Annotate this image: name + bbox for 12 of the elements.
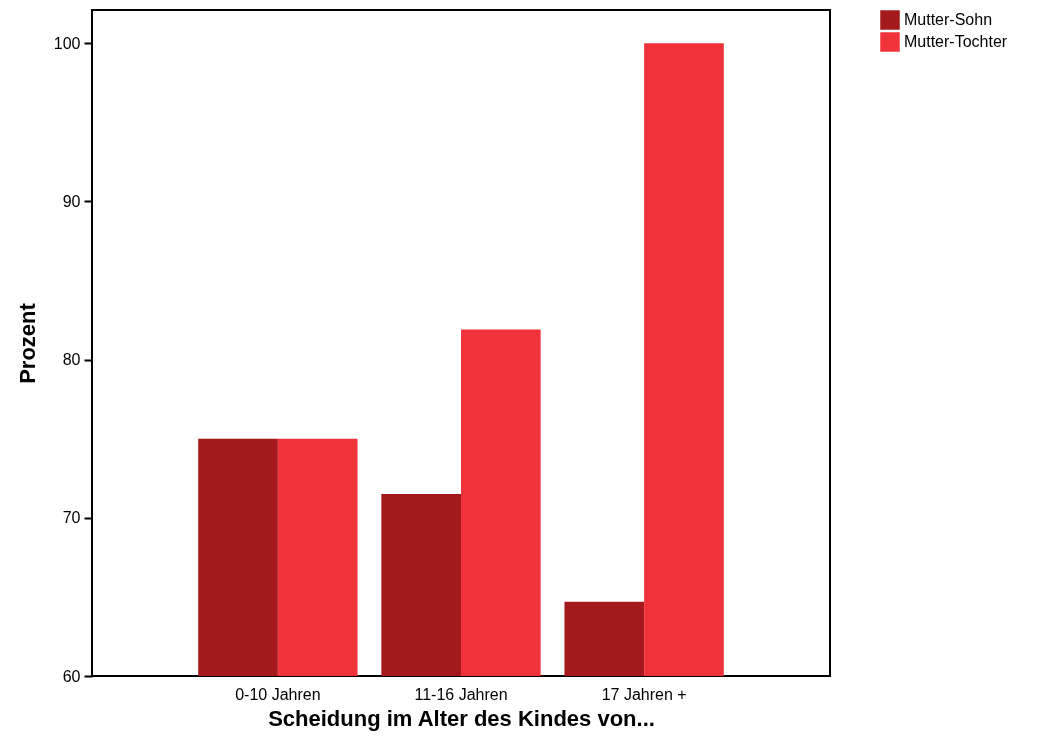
x-tick-label: 0-10 Jahren (235, 685, 321, 703)
y-tick-label: 60 (62, 667, 81, 685)
y-tick-label: 80 (62, 351, 81, 369)
y-tick-label: 100 (53, 34, 81, 52)
y-tick-label: 70 (62, 509, 81, 527)
y-tick-label: 90 (62, 192, 81, 210)
y-axis-title: Prozent (14, 302, 40, 384)
legend-label: Mutter-Sohn (904, 11, 993, 28)
x-axis-title: Scheidung im Alter des Kindes von... (268, 705, 655, 731)
x-tick-label: 17 Jahren + (601, 685, 687, 703)
x-tick-label: 11-16 Jahren (414, 685, 508, 703)
legend-label: Mutter-Tochter (904, 33, 1008, 50)
